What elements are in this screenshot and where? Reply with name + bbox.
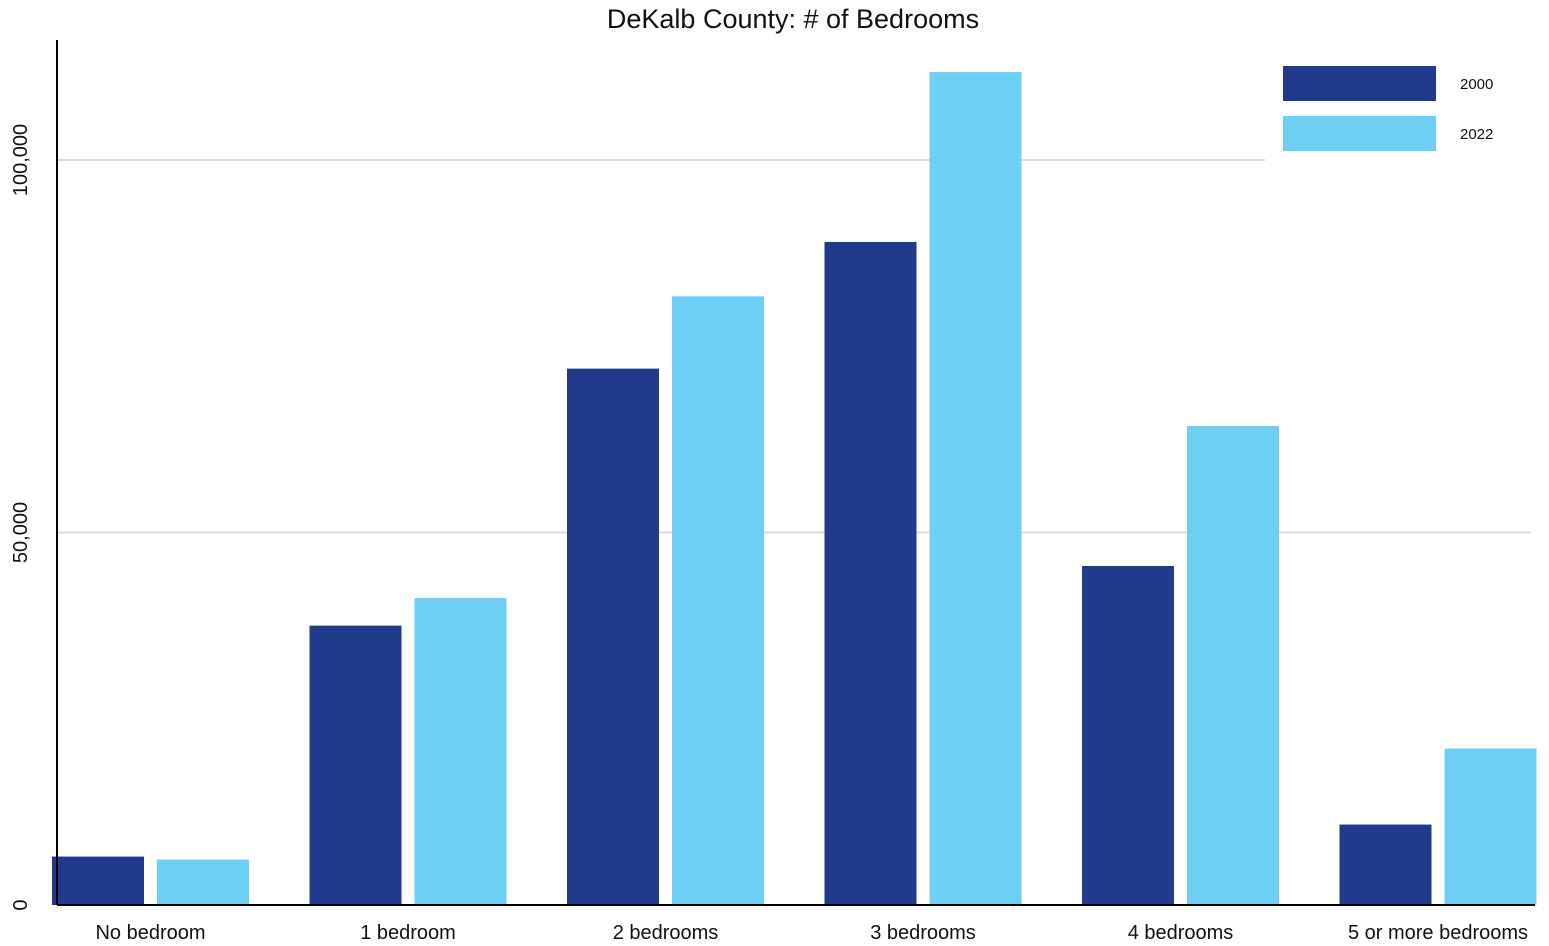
x-tick-label: 1 bedroom bbox=[360, 922, 456, 944]
legend-label-2000: 2000 bbox=[1460, 76, 1493, 93]
legend-label-2022: 2022 bbox=[1460, 126, 1493, 143]
y-tick-label: 50,000 bbox=[10, 502, 32, 563]
bar-2022: 1 bedroom 2022: 41200 bbox=[414, 598, 507, 905]
x-tick-label: No bedroom bbox=[95, 922, 205, 944]
legend: 2000 2022 bbox=[1265, 55, 1531, 163]
bar-2022: 3 bedrooms 2022: 111800 bbox=[929, 72, 1022, 906]
bar-2000: 4 bedrooms 2000: 45500 bbox=[1082, 566, 1174, 905]
legend-swatch-2000 bbox=[1283, 66, 1436, 101]
x-tick-label: 2 bedrooms bbox=[613, 922, 719, 944]
bar-2022: 4 bedrooms 2022: 64300 bbox=[1187, 425, 1279, 905]
bar-2022: 5 or more bedrooms 2022: 21000 bbox=[1444, 748, 1537, 905]
x-tick-label: 4 bedrooms bbox=[1128, 922, 1234, 944]
x-tick-label: 5 or more bedrooms bbox=[1348, 922, 1528, 944]
bars: No bedroom 2000: 6500 No bedroom 2022: 61… bbox=[52, 72, 1537, 906]
y-tick-label: 0 bbox=[10, 899, 32, 910]
y-tick-label: 100,000 bbox=[10, 124, 32, 196]
chart-title: DeKalb County: # of Bedrooms bbox=[607, 4, 979, 34]
bar-2000: 1 bedroom 2000: 37500 bbox=[309, 625, 402, 905]
bar-2000: No bedroom 2000: 6500 bbox=[52, 856, 144, 905]
legend-swatch-2022 bbox=[1283, 116, 1436, 151]
bar-2022: 2 bedrooms 2022: 81700 bbox=[672, 296, 764, 906]
x-tick-labels: No bedroom 1 bedroom 2 bedrooms 3 bedrooms 4… bbox=[95, 922, 1528, 944]
gridlines bbox=[57, 159, 1531, 534]
bar-2000: 2 bedrooms 2000: 72000 bbox=[567, 368, 659, 906]
bar-2022: No bedroom 2022: 6100 bbox=[157, 859, 249, 905]
bar-2000: 3 bedrooms 2000: 89000 bbox=[824, 241, 917, 905]
bar-2000: 5 or more bedrooms 2000: 10800 bbox=[1339, 824, 1432, 905]
x-tick-label: 3 bedrooms bbox=[870, 922, 976, 944]
y-tick-labels: 0 50,000 100,000 bbox=[10, 124, 32, 911]
